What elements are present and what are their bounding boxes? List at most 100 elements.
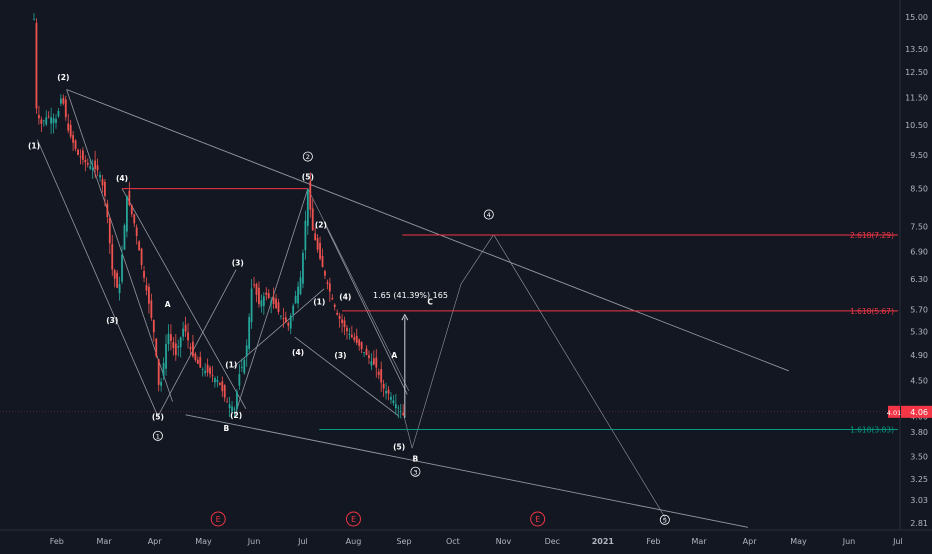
- time-tick-label: Mar: [97, 537, 113, 546]
- candle-body: [319, 242, 321, 259]
- candle-body: [74, 140, 77, 149]
- candle-body: [397, 407, 400, 409]
- candle-body: [57, 110, 60, 117]
- candle-body: [394, 404, 397, 409]
- candle-body: [35, 22, 38, 109]
- time-tick-label: Jul: [892, 537, 903, 546]
- candle-body: [118, 284, 121, 294]
- candle-body: [47, 116, 50, 118]
- candle-body: [238, 374, 241, 386]
- price-tick-label: 7.50: [910, 222, 928, 231]
- candle-body: [328, 283, 331, 292]
- time-tick-label: Aug: [346, 537, 362, 546]
- candle-body: [42, 120, 45, 122]
- candle-body: [79, 156, 82, 158]
- candle-body: [355, 335, 358, 343]
- candle-body: [309, 181, 312, 210]
- candle-body: [199, 356, 202, 368]
- candle-body: [399, 411, 402, 413]
- price-tick-label: 12.50: [905, 68, 928, 77]
- candle-body: [265, 292, 268, 295]
- candle-body: [45, 117, 48, 125]
- wave-label: (4): [116, 174, 128, 183]
- wave-label: C: [427, 297, 433, 306]
- wave-label: 4: [487, 211, 491, 219]
- current-price-badge-label: 4.01: [887, 409, 901, 417]
- candle-body: [201, 369, 204, 371]
- candle-body: [145, 285, 148, 291]
- price-tick-label: 3.80: [910, 428, 928, 437]
- candle-body: [187, 332, 189, 341]
- wave-channel-line: [66, 89, 173, 402]
- candle-body: [280, 315, 282, 317]
- candle-body: [287, 322, 290, 326]
- candle-body: [299, 277, 302, 295]
- price-tick-label: 11.50: [905, 93, 928, 102]
- candle-body: [262, 296, 265, 306]
- candle-body: [177, 346, 180, 348]
- candle-body: [126, 195, 128, 232]
- candle-body: [346, 327, 348, 332]
- wave-label: (3): [232, 259, 244, 268]
- wave-label: (1): [313, 297, 325, 306]
- candle-body: [140, 248, 143, 266]
- time-tick-label: Feb: [50, 537, 64, 546]
- candle-body: [255, 284, 258, 295]
- candle-body: [353, 337, 356, 341]
- price-tick-label: 10.50: [905, 121, 928, 130]
- wave-channel-line: [232, 288, 325, 368]
- candle-body: [304, 220, 307, 251]
- candle-body: [84, 159, 87, 163]
- candle-body: [209, 367, 211, 375]
- candle-body: [101, 179, 104, 186]
- measure-label: 1.65 (41.39%) 165: [373, 291, 448, 300]
- candle-body: [272, 297, 275, 305]
- fib-level-label: 1.618(5.67): [850, 307, 894, 316]
- candle-body: [69, 124, 72, 137]
- candle-body: [106, 203, 109, 217]
- candle-body: [284, 317, 287, 323]
- price-tick-label: 5.30: [910, 327, 928, 336]
- earnings-icon: [345, 511, 361, 527]
- time-tick-label: Mar: [691, 537, 707, 546]
- candle-body: [150, 300, 153, 318]
- fib-level-label: 1.618(3.83): [850, 425, 894, 434]
- earnings-label: E: [535, 515, 540, 524]
- price-tick-label: 3.50: [910, 453, 928, 462]
- wave-label: 5: [663, 516, 667, 524]
- candle-body: [182, 328, 185, 337]
- price-tick-label: 5.70: [910, 305, 928, 314]
- candle-body: [277, 302, 280, 313]
- candle-body: [123, 225, 126, 250]
- candle-body: [385, 390, 387, 394]
- candle-body: [40, 119, 43, 124]
- candle-body: [390, 396, 392, 400]
- wave-channel-line: [36, 139, 159, 417]
- wave-label: (4): [339, 292, 351, 301]
- wave-circle: [302, 151, 313, 162]
- candle-body: [228, 404, 231, 408]
- wave-label: (5): [302, 172, 314, 181]
- candle-body: [240, 366, 243, 368]
- candle-body: [365, 348, 368, 356]
- candle-body: [306, 188, 309, 226]
- candle-body: [314, 233, 317, 241]
- candle-body: [363, 351, 365, 353]
- candle-body: [138, 241, 141, 251]
- candle-body: [326, 282, 329, 284]
- price-tick-label: 4.90: [910, 351, 928, 360]
- wave-label: 1: [156, 432, 160, 440]
- projection-line: [403, 416, 413, 449]
- earnings-icon: [530, 511, 546, 527]
- wave-circle: [410, 466, 421, 477]
- candle-body: [99, 174, 101, 178]
- candle-body: [192, 341, 194, 357]
- wave-label: A: [165, 300, 171, 309]
- candle-body: [231, 406, 233, 412]
- candle-body: [130, 205, 133, 215]
- candle-body: [243, 359, 246, 374]
- price-axis-panel: [900, 0, 932, 550]
- candle-body: [260, 300, 263, 307]
